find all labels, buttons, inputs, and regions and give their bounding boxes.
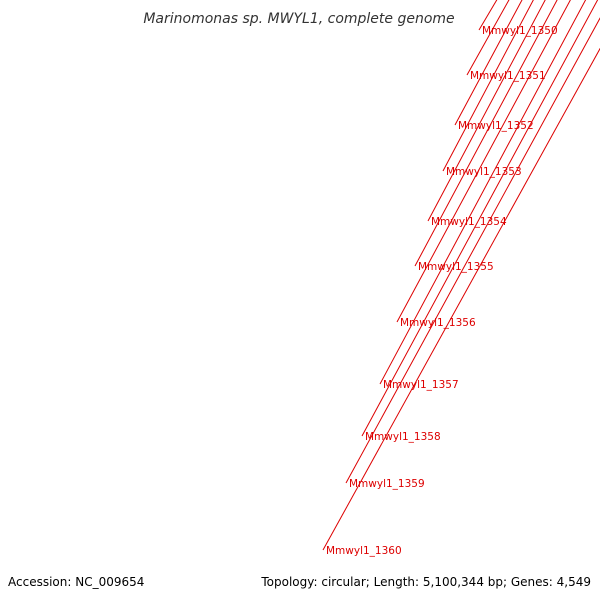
gene-label: Mmwyl1_1350: [482, 25, 558, 37]
gene-callout-line: [322, 47, 600, 551]
map-title: Marinomonas sp. MWYL1, complete genome: [143, 11, 454, 27]
gene-label: Mmwyl1_1354: [431, 216, 507, 228]
gene-label: Mmwyl1_1351: [470, 70, 546, 82]
gene-label: Mmwyl1_1355: [418, 261, 494, 273]
gene-label: Mmwyl1_1360: [326, 545, 402, 557]
gene-callout-line: [414, 0, 558, 267]
gene-label: Mmwyl1_1359: [349, 478, 425, 490]
gene-callout-line: [454, 0, 523, 126]
accession-text: Accession: NC_009654: [8, 575, 144, 589]
label-layer: Mmwyl1_1350Mmwyl1_1351Mmwyl1_1352Mmwyl1_…: [322, 0, 600, 557]
gene-label: Mmwyl1_1356: [400, 317, 476, 329]
genome-info-text: Topology: circular; Length: 5,100,344 bp…: [260, 575, 591, 589]
gene-callout-line: [427, 0, 546, 222]
title-backdrop: [140, 6, 460, 28]
gene-label: Mmwyl1_1353: [446, 166, 522, 178]
gene-label: Mmwyl1_1358: [365, 431, 441, 443]
gene-callout-line: [466, 0, 510, 76]
gene-callout-line: [361, 0, 599, 437]
footer-right-backdrop: [255, 572, 595, 592]
gene-callout-line: [345, 17, 600, 484]
gene-callout-line: [396, 0, 571, 323]
gene-callout-line: [442, 0, 534, 172]
gene-label: Mmwyl1_1357: [383, 379, 459, 391]
gene-callout-line: [379, 0, 587, 385]
footer-left-backdrop: [2, 572, 152, 592]
